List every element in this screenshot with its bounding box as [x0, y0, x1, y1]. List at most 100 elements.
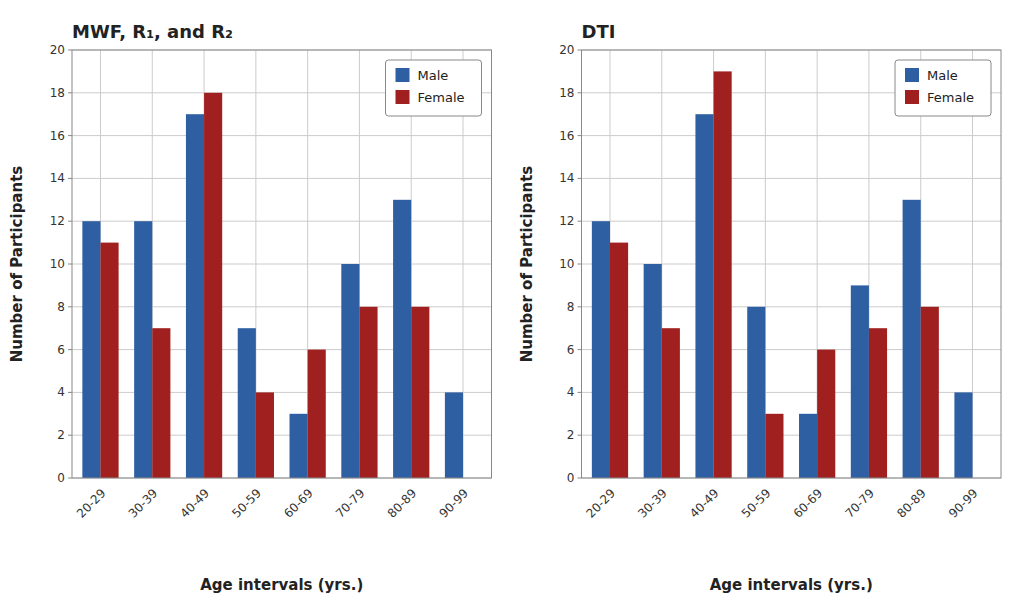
bar	[82, 221, 100, 478]
grid	[72, 50, 492, 478]
tick-label: 10	[559, 257, 574, 271]
tick-label: 80-89	[385, 486, 420, 521]
tick-label: 12	[559, 214, 574, 228]
tick-label: 90-99	[946, 486, 981, 521]
plot-frame	[582, 50, 1002, 478]
tick-label: 16	[50, 129, 65, 143]
y-axis-label: Number of Participants	[518, 166, 536, 363]
tick-label: 40-49	[178, 486, 213, 521]
tick-label: 20-29	[583, 486, 618, 521]
tick-mark	[578, 264, 582, 265]
bar	[903, 200, 921, 478]
tick-mark	[578, 478, 582, 479]
bar	[644, 264, 662, 478]
tick-mark	[68, 478, 72, 479]
legend-label: Female	[418, 90, 465, 105]
bar	[152, 328, 170, 478]
tick-mark	[578, 135, 582, 136]
tick-label: 4	[567, 385, 575, 399]
bar	[100, 243, 118, 478]
tick-mark	[68, 264, 72, 265]
bar	[393, 200, 411, 478]
tick-mark	[68, 178, 72, 179]
bar	[921, 307, 939, 478]
tick-label: 40-49	[687, 486, 722, 521]
bar	[290, 414, 308, 478]
bar	[851, 285, 869, 478]
grid-line	[582, 221, 1002, 222]
tick-mark	[578, 50, 582, 51]
legend: Male Female	[386, 60, 482, 116]
tick-label: 60-69	[281, 486, 316, 521]
bar	[869, 328, 887, 478]
tick-label: 20-29	[74, 486, 109, 521]
tick-label: 8	[567, 300, 575, 314]
grid	[582, 50, 1002, 478]
bar	[799, 414, 817, 478]
legend-label: Male	[927, 68, 958, 83]
legend-label: Male	[418, 68, 449, 83]
bar	[592, 221, 610, 478]
bar	[714, 71, 732, 478]
tick-label: 14	[559, 171, 574, 185]
tick-label: 60-69	[791, 486, 826, 521]
tick-mark	[68, 221, 72, 222]
title: DTI	[582, 21, 616, 42]
tick-mark	[578, 221, 582, 222]
legend-swatch	[905, 90, 919, 104]
tick-label: 6	[57, 343, 65, 357]
bar	[954, 392, 972, 478]
tick-label: 16	[559, 129, 574, 143]
bar	[204, 93, 222, 478]
grid-line	[582, 178, 1002, 179]
tick-label: 2	[57, 428, 65, 442]
bar	[817, 350, 835, 478]
tick-label: 50-59	[739, 486, 774, 521]
tick-label: 80-89	[894, 486, 929, 521]
tick-label: 0	[57, 471, 65, 485]
bar	[256, 392, 274, 478]
tick-label: 18	[559, 86, 574, 100]
bar	[610, 243, 628, 478]
tick-label: 18	[50, 86, 65, 100]
tick-mark	[68, 92, 72, 93]
bar	[747, 307, 765, 478]
bar	[765, 414, 783, 478]
bar	[445, 392, 463, 478]
bar	[662, 328, 680, 478]
tick-mark	[578, 392, 582, 393]
tick-label: 30-39	[635, 486, 670, 521]
tick-label: 14	[50, 171, 65, 185]
panel: 0 2 4 6 8 10 12 14 16 18 20 20-29 30-39 40-49 50-59 60-…	[518, 21, 1002, 594]
tick-label: 30-39	[126, 486, 161, 521]
tick-label: 20	[559, 43, 574, 57]
legend-swatch	[905, 68, 919, 82]
x-axis-label: Age intervals (yrs.)	[200, 576, 363, 594]
plot-frame	[72, 50, 492, 478]
tick-mark	[68, 135, 72, 136]
tick-label: 6	[567, 343, 575, 357]
tick-mark	[68, 349, 72, 350]
panel: 0246810121416182020-2930-3940-4950-5960-…	[8, 21, 492, 594]
tick-label: 50-59	[229, 486, 264, 521]
grid-line	[72, 135, 492, 136]
tick-mark	[68, 50, 72, 51]
x-axis-label: Age intervals (yrs.)	[710, 576, 873, 594]
tick-label: 0	[567, 471, 575, 485]
bar	[359, 307, 377, 478]
tick-label: 8	[57, 300, 65, 314]
bar	[238, 328, 256, 478]
bars	[82, 93, 463, 478]
tick-label: 12	[50, 214, 65, 228]
tick-mark	[578, 435, 582, 436]
y-axis-label: Number of Participants	[8, 166, 26, 363]
legend-swatch	[396, 90, 410, 104]
bar	[308, 350, 326, 478]
bar	[695, 114, 713, 478]
tick-label: 20	[50, 43, 65, 57]
tick-label: 2	[567, 428, 575, 442]
tick-label: 10	[50, 257, 65, 271]
tick-mark	[68, 306, 72, 307]
figure: 0246810121416182020-2930-3940-4950-5960-…	[0, 0, 1019, 606]
legend: MaleFemale	[895, 60, 991, 116]
